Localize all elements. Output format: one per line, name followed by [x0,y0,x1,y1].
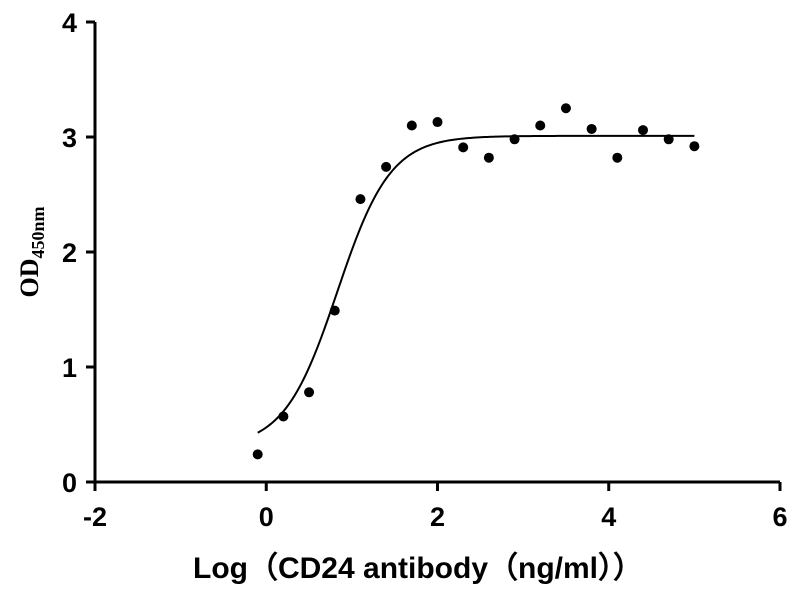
x-tick-label: 6 [772,502,787,532]
data-point [329,305,340,316]
data-point [663,134,674,145]
data-point [535,120,546,131]
data-point [509,134,520,145]
y-tick-label: 3 [62,123,77,153]
data-point [278,411,289,422]
data-point [304,387,315,398]
svg-text:OD450nm: OD450nm [15,206,48,297]
data-point [406,120,417,131]
data-points [252,103,700,460]
data-point [252,449,263,460]
data-point [381,161,392,172]
x-tick-label: 2 [430,502,445,532]
y-ticks: 0 1 2 3 4 [62,8,95,498]
data-point [689,141,700,152]
x-tick-label: 4 [601,502,616,532]
y-tick-label: 1 [62,353,77,383]
fit-curve [257,134,695,434]
data-point [483,152,494,163]
data-point [355,194,366,205]
x-tick-label: 0 [259,502,274,532]
y-tick-label: 0 [62,468,77,498]
data-point [432,117,443,128]
x-tick-label: -2 [83,502,107,532]
data-point [586,123,597,134]
y-axis-title-main: OD [15,259,44,298]
y-tick-label: 4 [62,8,77,38]
data-point [638,125,648,136]
data-point [612,152,623,163]
y-axis-title: OD450nm [15,206,48,297]
data-point [458,142,469,153]
x-ticks: -2 0 2 4 6 [83,482,788,532]
data-point [560,103,571,114]
y-tick-label: 2 [62,238,77,268]
y-axis-title-subscript: 450nm [28,206,48,258]
axes [93,22,780,484]
x-axis-title: Log（CD24 antibody（ng/ml）） [193,551,643,585]
